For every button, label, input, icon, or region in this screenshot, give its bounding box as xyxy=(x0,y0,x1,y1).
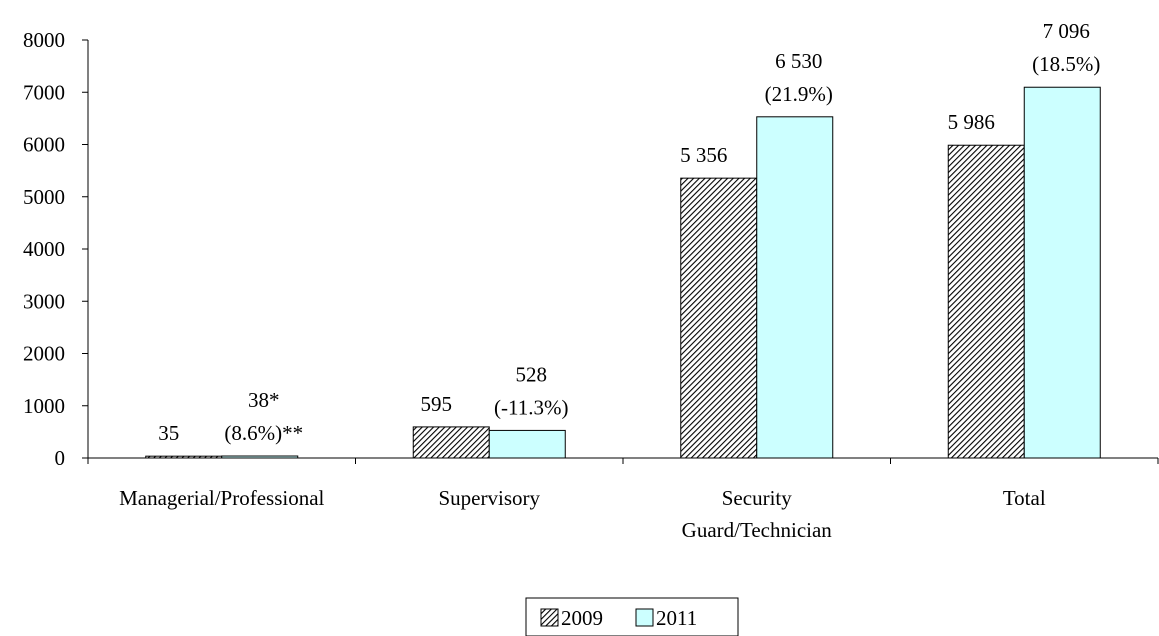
x-category-label-line: Guard/Technician xyxy=(682,518,833,542)
y-tick-label: 6000 xyxy=(23,133,65,157)
legend-swatch-2011 xyxy=(635,608,654,627)
bar-2009 xyxy=(680,177,758,459)
data-label-2009: 5 986 xyxy=(948,110,995,134)
data-label-2011: 7 096 (18.5%) xyxy=(1032,19,1100,76)
y-tick-label: 4000 xyxy=(23,237,65,261)
x-category-label: Total xyxy=(1003,486,1046,510)
data-label-line: 38* xyxy=(248,388,280,412)
data-label-line: 6 530 xyxy=(775,49,822,73)
data-label-2011: 528 (-11.3%) xyxy=(494,362,568,419)
x-category-label-line: Supervisory xyxy=(439,486,541,510)
bar-2011 xyxy=(1023,86,1101,459)
data-label-2009: 595 xyxy=(421,392,453,416)
y-tick-label: 0 xyxy=(55,446,66,470)
bar-2011 xyxy=(756,116,834,459)
data-label-line: 5 356 xyxy=(680,143,727,167)
data-label-2011: 6 530 (21.9%) xyxy=(765,49,833,106)
y-tick-label: 5000 xyxy=(23,185,65,209)
data-label-line: (21.9%) xyxy=(765,82,833,106)
data-label-line: (-11.3%) xyxy=(494,395,568,419)
bar-2009 xyxy=(947,144,1025,459)
y-tick-label: 8000 xyxy=(23,28,65,52)
data-label-line: 595 xyxy=(421,392,453,416)
chart-data-labels: 35 595 5 356 5 986 38* (8.6%)** 528 (-11.3%) 6 5… xyxy=(158,19,1100,445)
x-category-label: Security Guard/Technician xyxy=(682,486,833,542)
x-category-label-line: Security xyxy=(722,486,792,510)
legend-swatch-2009 xyxy=(540,608,559,627)
chart-axes: 0 1000 2000 3000 4000 5000 6000 7000 8000 Manager… xyxy=(23,28,1159,542)
data-label-line: 528 xyxy=(516,362,548,386)
x-category-label: Managerial/Professional xyxy=(119,486,324,510)
x-category-label-line: Managerial/Professional xyxy=(119,486,324,510)
data-label-line: 5 986 xyxy=(948,110,995,134)
chart-bars xyxy=(145,86,1101,459)
data-label-2011: 38* (8.6%)** xyxy=(224,388,303,445)
bar-2011 xyxy=(221,455,299,459)
chart-legend: 2009 2011 xyxy=(525,597,739,636)
legend-label-2009: 2009 xyxy=(561,606,603,630)
data-label-2009: 35 xyxy=(158,421,179,445)
data-label-line: (8.6%)** xyxy=(224,421,303,445)
x-category-label: Supervisory xyxy=(439,486,541,510)
bar-2009 xyxy=(145,455,223,459)
data-label-line: 35 xyxy=(158,421,179,445)
data-label-line: 7 096 xyxy=(1043,19,1090,43)
data-label-2009: 5 356 xyxy=(680,143,727,167)
data-label-line: (18.5%) xyxy=(1032,52,1100,76)
y-tick-label: 3000 xyxy=(23,289,65,313)
x-category-label-line: Total xyxy=(1003,486,1046,510)
legend-box xyxy=(525,597,739,636)
bar-2011 xyxy=(488,429,566,459)
y-tick-label: 1000 xyxy=(23,394,65,418)
bar-2009 xyxy=(412,426,490,459)
legend-label-2011: 2011 xyxy=(656,606,697,630)
y-tick-label: 7000 xyxy=(23,80,65,104)
y-tick-label: 2000 xyxy=(23,342,65,366)
